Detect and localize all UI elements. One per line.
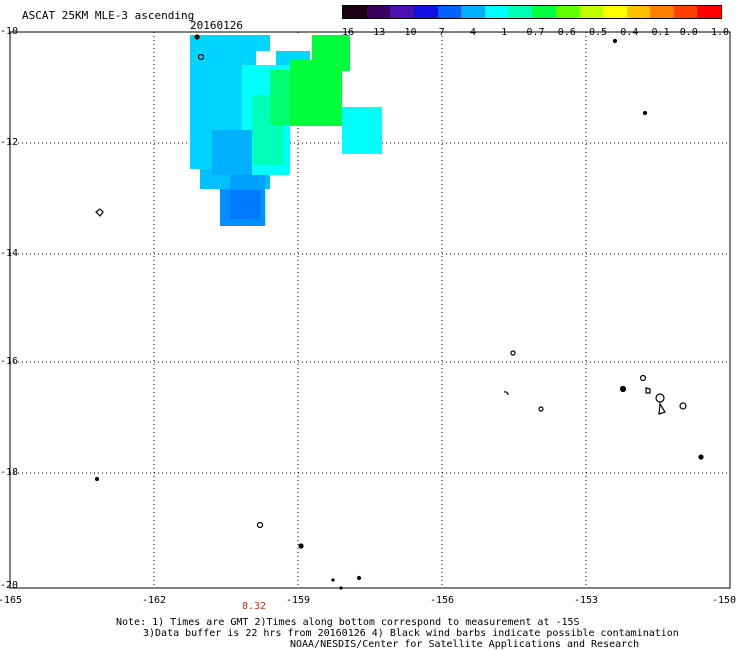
lat-label: -12 xyxy=(0,137,19,148)
color-scale-swatch xyxy=(673,6,698,18)
island-outlines xyxy=(94,34,704,590)
lat-label: -16 xyxy=(0,356,19,367)
lon-label: -165 xyxy=(0,595,23,606)
color-scale-swatch xyxy=(579,6,603,18)
color-scale-swatch xyxy=(532,6,556,18)
note-line-1: Note: 1) Times are GMT 2)Times along bot… xyxy=(116,617,580,628)
lat-label: -14 xyxy=(0,248,19,259)
color-scale-swatch xyxy=(602,6,627,18)
color-scale-swatch xyxy=(484,6,509,18)
color-scale-swatch xyxy=(650,6,674,18)
color-scale-swatch xyxy=(626,6,651,18)
color-scale-bar xyxy=(342,5,722,19)
color-scale-swatch xyxy=(461,6,485,18)
color-scale-swatch xyxy=(508,6,532,18)
color-scale-swatch xyxy=(697,6,721,18)
color-scale-swatch xyxy=(366,6,391,18)
lon-label: -153 xyxy=(573,595,599,606)
map-date: 20160126 xyxy=(190,19,243,32)
color-scale-swatch xyxy=(343,6,367,18)
lat-label: -18 xyxy=(0,467,19,478)
plot-frame xyxy=(9,31,731,589)
note-line-2: 3)Data buffer is 22 hrs from 20160126 4)… xyxy=(143,628,679,639)
color-scale-swatch xyxy=(555,6,580,18)
color-scale-swatch xyxy=(437,6,462,18)
lat-label: -10 xyxy=(0,26,19,37)
map-title: ASCAT 25KM MLE-3 ascending xyxy=(22,9,195,22)
time-label: 8.32 xyxy=(242,601,267,612)
lat-label: -20 xyxy=(0,580,19,591)
wind-data-swath xyxy=(190,35,382,226)
note-line-3: NOAA/NESDIS/Center for Satellite Applica… xyxy=(290,639,640,650)
lon-label: -156 xyxy=(429,595,455,606)
color-scale-swatch xyxy=(413,6,438,18)
lon-label: -162 xyxy=(141,595,167,606)
lon-label: -159 xyxy=(285,595,311,606)
lon-label: -150 xyxy=(711,595,737,606)
color-scale-swatch xyxy=(390,6,414,18)
